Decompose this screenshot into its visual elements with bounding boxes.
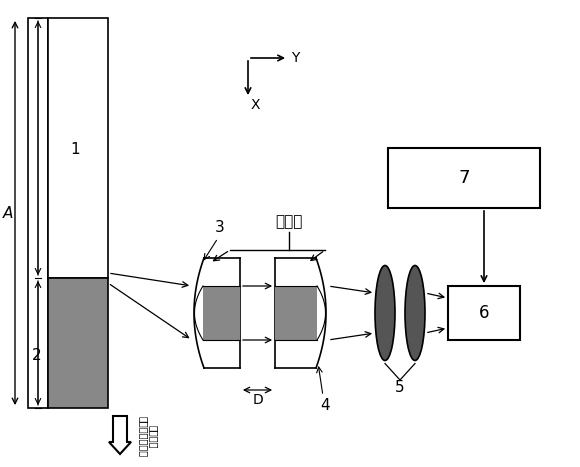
Text: 3: 3 bbox=[215, 220, 225, 235]
Text: 调制光: 调制光 bbox=[275, 214, 302, 229]
Polygon shape bbox=[316, 258, 326, 368]
Text: 1: 1 bbox=[70, 142, 80, 157]
Ellipse shape bbox=[375, 266, 395, 361]
Text: 5: 5 bbox=[395, 381, 405, 396]
FancyArrow shape bbox=[109, 416, 131, 454]
Polygon shape bbox=[48, 278, 108, 408]
Text: Y: Y bbox=[291, 51, 299, 65]
Text: D: D bbox=[252, 393, 263, 407]
Text: 4: 4 bbox=[320, 398, 330, 413]
Polygon shape bbox=[28, 18, 48, 408]
Polygon shape bbox=[388, 148, 540, 208]
Polygon shape bbox=[275, 258, 316, 368]
Text: 激光输出: 激光输出 bbox=[148, 425, 158, 449]
Polygon shape bbox=[194, 258, 204, 368]
Polygon shape bbox=[204, 258, 240, 368]
Text: 量子级联激光器: 量子级联激光器 bbox=[138, 417, 148, 458]
Polygon shape bbox=[448, 286, 520, 340]
Ellipse shape bbox=[405, 266, 425, 361]
Text: A: A bbox=[3, 205, 13, 220]
Polygon shape bbox=[275, 286, 317, 340]
Text: 7: 7 bbox=[458, 169, 470, 187]
Text: 2: 2 bbox=[32, 347, 42, 362]
Text: X: X bbox=[251, 98, 260, 112]
Text: 6: 6 bbox=[478, 304, 490, 322]
Polygon shape bbox=[48, 18, 108, 278]
Polygon shape bbox=[203, 286, 240, 340]
